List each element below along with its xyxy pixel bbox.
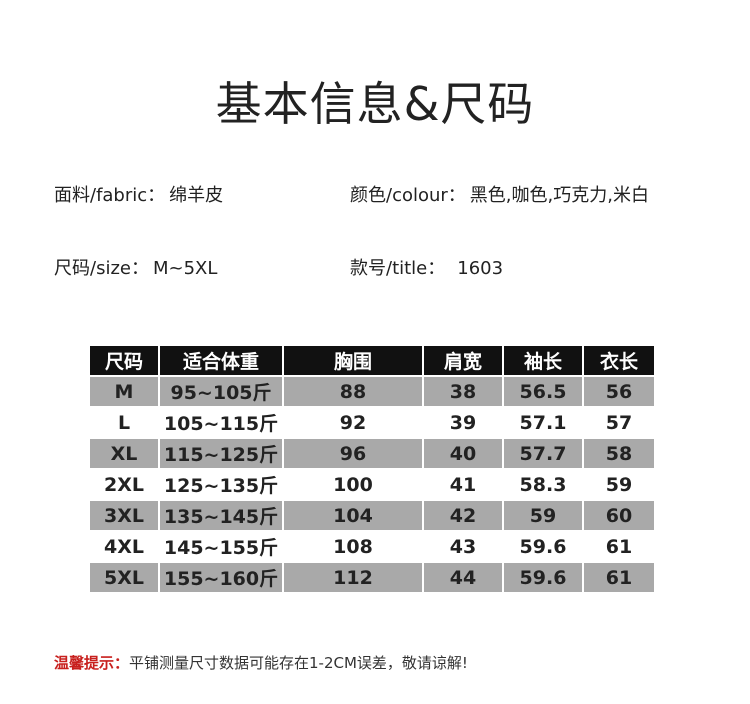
note-label: 温馨提示： (54, 654, 130, 672)
colour-info: 颜色/colour： 黑色,咖色,巧克力,米白 (350, 181, 649, 207)
table-cell: 104 (284, 501, 422, 532)
column-header: 肩宽 (424, 346, 502, 377)
column-header: 衣长 (584, 346, 654, 377)
table-cell: 108 (284, 532, 422, 563)
table-cell: 5XL (90, 563, 158, 594)
column-header: 尺码 (90, 346, 158, 377)
table-cell: L (90, 408, 158, 439)
table-cell: 3XL (90, 501, 158, 532)
table-cell: 105~115斤 (160, 408, 282, 439)
table-cell: 125~135斤 (160, 470, 282, 501)
table-cell: 59.6 (504, 563, 582, 594)
table-cell: 4XL (90, 532, 158, 563)
table-cell: 100 (284, 470, 422, 501)
table-cell: 44 (424, 563, 502, 594)
column-header: 袖长 (504, 346, 582, 377)
table-row: 4XL 145~155斤 108 43 59.6 61 (90, 532, 654, 563)
table-cell: XL (90, 439, 158, 470)
table-cell: 59 (504, 501, 582, 532)
table-cell: 96 (284, 439, 422, 470)
column-header: 胸围 (284, 346, 422, 377)
table-row: L 105~115斤 92 39 57.1 57 (90, 408, 654, 439)
table-row: 2XL 125~135斤 100 41 58.3 59 (90, 470, 654, 501)
fabric-info: 面料/fabric： 绵羊皮 (54, 181, 223, 207)
size-value: M~5XL (152, 258, 218, 279)
table-cell: 92 (284, 408, 422, 439)
table-cell: 39 (424, 408, 502, 439)
table-cell: 59 (584, 470, 654, 501)
fabric-value: 绵羊皮 (169, 185, 224, 206)
table-cell: 155~160斤 (160, 563, 282, 594)
table-row: 3XL 135~145斤 104 42 59 60 (90, 501, 654, 532)
table-cell: 57.1 (504, 408, 582, 439)
table-cell: 41 (424, 470, 502, 501)
table-header-row: 尺码 适合体重 胸围 肩宽 袖长 衣长 (90, 346, 654, 377)
table-cell: 57 (584, 408, 654, 439)
size-info: 尺码/size： M~5XL (54, 254, 217, 280)
table-cell: 60 (584, 501, 654, 532)
table-cell: 56.5 (504, 377, 582, 408)
table-cell: 61 (584, 563, 654, 594)
fabric-label: 面料/fabric： (54, 185, 166, 206)
colour-value: 黑色,咖色,巧克力,米白 (469, 185, 649, 206)
note-text: 平铺测量尺寸数据可能存在1-2CM误差，敬请谅解! (129, 654, 468, 672)
table-row: M 95~105斤 88 38 56.5 56 (90, 377, 654, 408)
table-cell: 38 (424, 377, 502, 408)
table-cell: 88 (284, 377, 422, 408)
table-cell: 57.7 (504, 439, 582, 470)
size-label: 尺码/size： (54, 258, 149, 279)
column-header: 适合体重 (160, 346, 282, 377)
page-title: 基本信息&尺码 (215, 77, 535, 131)
table-cell: 112 (284, 563, 422, 594)
table-cell: 145~155斤 (160, 532, 282, 563)
style-label: 款号/title： (350, 258, 446, 279)
table-cell: 56 (584, 377, 654, 408)
table-row: XL 115~125斤 96 40 57.7 58 (90, 439, 654, 470)
table-row: 5XL 155~160斤 112 44 59.6 61 (90, 563, 654, 594)
style-info: 款号/title： 1603 (350, 254, 503, 280)
size-table: 尺码 适合体重 胸围 肩宽 袖长 衣长 M 95~105斤 88 38 56.5 56 L 105~11… (88, 346, 656, 594)
table-cell: 2XL (90, 470, 158, 501)
measurement-note: 温馨提示：平铺测量尺寸数据可能存在1-2CM误差，敬请谅解! (54, 652, 468, 673)
table-cell: 40 (424, 439, 502, 470)
table-cell: 95~105斤 (160, 377, 282, 408)
table-cell: M (90, 377, 158, 408)
colour-label: 颜色/colour： (350, 185, 466, 206)
table-cell: 42 (424, 501, 502, 532)
table-cell: 135~145斤 (160, 501, 282, 532)
style-value: 1603 (457, 258, 504, 279)
table-cell: 43 (424, 532, 502, 563)
table-cell: 58.3 (504, 470, 582, 501)
table-cell: 115~125斤 (160, 439, 282, 470)
table-cell: 58 (584, 439, 654, 470)
table-cell: 59.6 (504, 532, 582, 563)
table-cell: 61 (584, 532, 654, 563)
